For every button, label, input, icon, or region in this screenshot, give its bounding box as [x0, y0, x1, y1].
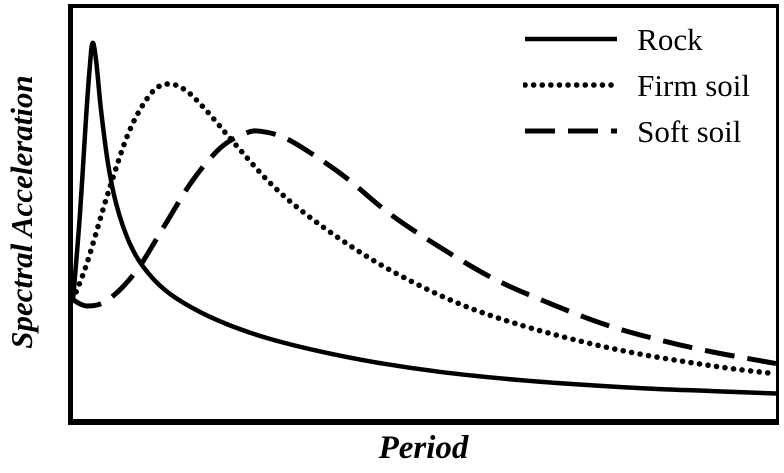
chart-canvas — [73, 40, 776, 396]
plot-area: Rock Firm soil Soft soil — [68, 4, 779, 425]
x-axis-label: Period — [378, 430, 469, 466]
legend-sample-rock — [525, 36, 618, 42]
curve-rock — [73, 40, 776, 396]
legend-sample-firm-soil — [523, 82, 620, 88]
legend-item-rock: Rock — [523, 20, 750, 58]
legend-label-rock: Rock — [637, 21, 703, 57]
y-axis-label: Spectral Acceleration — [4, 75, 39, 349]
legend-label-soft-soil: Soft soil — [637, 113, 742, 149]
legend: Rock Firm soil Soft soil — [523, 20, 750, 150]
legend-sample-soft-soil — [525, 128, 618, 134]
legend-item-firm-soil: Firm soil — [523, 66, 750, 104]
curve-soft-soil — [73, 128, 776, 366]
legend-label-firm-soil: Firm soil — [637, 67, 750, 103]
legend-item-soft-soil: Soft soil — [523, 112, 750, 150]
curve-firm-soil — [73, 81, 776, 377]
